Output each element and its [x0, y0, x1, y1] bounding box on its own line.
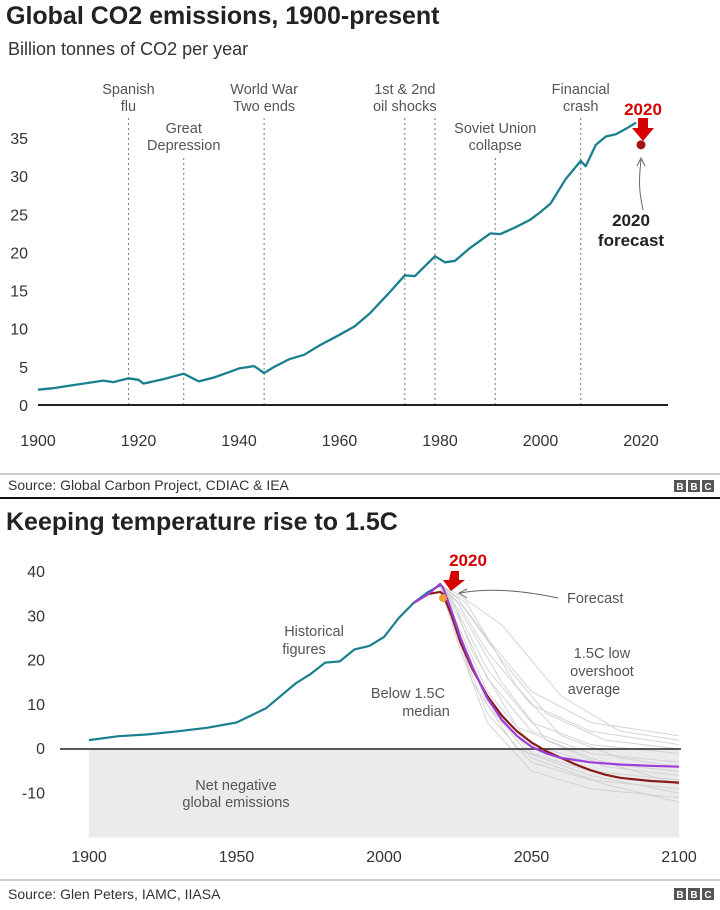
- scenario-line: [439, 584, 680, 741]
- y-tick-label: 20: [10, 245, 28, 262]
- event-label: Soviet Union: [454, 121, 536, 137]
- y-tick-label: 10: [10, 322, 28, 339]
- highlight-arrow: [443, 571, 465, 591]
- scenario-line: [439, 584, 680, 750]
- net-negative-label-line-1: Net negative: [195, 778, 276, 794]
- net-negative-band: [89, 749, 679, 838]
- historical-line: [88, 584, 441, 742]
- below-median-label-line-2: median: [402, 704, 450, 720]
- x-axis: 1900 1950 2000 2050 2100: [71, 849, 697, 866]
- forecast-label-line-2: forecast: [598, 231, 664, 250]
- chart2-source: Source: Glen Peters, IAMC, IIASA: [8, 886, 221, 902]
- y-tick-label: 5: [19, 360, 28, 377]
- forecast-pointer: [459, 589, 559, 599]
- x-tick-label: 1960: [322, 433, 358, 450]
- forecast-label-line-1: 2020: [612, 211, 650, 230]
- chart2-title: Keeping temperature rise to 1.5C: [6, 508, 398, 536]
- historical-emissions-line: [37, 121, 637, 391]
- forecast-point: [439, 594, 447, 603]
- y-axis: -10 0 10 20 30 40: [22, 564, 45, 802]
- svg-text:C: C: [704, 890, 711, 901]
- event-label: 1st & 2nd: [374, 82, 435, 98]
- x-tick-label: 1920: [121, 433, 157, 450]
- svg-text:B: B: [690, 482, 697, 493]
- x-axis: 1900 1920 1940 1960 1980 2000 2020: [20, 433, 659, 450]
- co2-chart: Global CO2 emissions, 1900-present Billi…: [0, 2, 720, 493]
- scenario-line: [439, 585, 680, 772]
- y-tick-label: -10: [22, 785, 45, 802]
- scenario-line: [439, 585, 680, 763]
- bbc-logo: B B C: [674, 888, 714, 901]
- x-tick-label: 2100: [661, 849, 697, 866]
- event-label: Spanish: [102, 82, 154, 98]
- low-overshoot-label-line-3: average: [568, 682, 620, 698]
- y-tick-label: 20: [27, 653, 45, 670]
- event-label: crash: [563, 99, 598, 115]
- scenario-line: [439, 584, 680, 768]
- y-tick-label: 40: [27, 564, 45, 581]
- x-tick-label: 1900: [71, 849, 107, 866]
- x-tick-label: 2000: [523, 433, 559, 450]
- historical-label-line-2: figures: [282, 642, 326, 658]
- x-tick-label: 2020: [623, 433, 659, 450]
- forecast-label: Forecast: [567, 591, 623, 607]
- pathway-chart: Keeping temperature rise to 1.5C -10 0 10 2…: [0, 508, 720, 902]
- event-label: Great: [166, 121, 202, 137]
- y-axis: 0 5 10 15 20 25 30 35: [10, 131, 28, 415]
- scenario-line: [439, 584, 680, 776]
- event-label: collapse: [469, 138, 522, 154]
- x-tick-label: 1950: [219, 849, 255, 866]
- y-tick-label: 15: [10, 284, 28, 301]
- highlight-2020-label: 2020: [624, 100, 662, 119]
- svg-text:B: B: [676, 890, 683, 901]
- historical-label-line-1: Historical: [284, 624, 344, 640]
- x-tick-label: 1980: [422, 433, 458, 450]
- highlight-arrow: [632, 118, 654, 141]
- forecast-point: [636, 140, 646, 150]
- y-tick-label: 25: [10, 207, 28, 224]
- forecast-pointer: [639, 159, 644, 211]
- svg-text:B: B: [690, 890, 697, 901]
- scenario-line: [439, 584, 680, 746]
- low-overshoot-average-line: [412, 590, 680, 784]
- event-label: Depression: [147, 138, 220, 154]
- y-tick-label: 10: [27, 697, 45, 714]
- y-tick-label: 0: [36, 741, 45, 758]
- svg-text:B: B: [676, 482, 683, 493]
- event-label: oil shocks: [373, 99, 437, 115]
- bbc-logo: B B C: [674, 480, 714, 493]
- scenario-line: [439, 585, 680, 799]
- scenario-line: [439, 584, 680, 737]
- event-label: Financial: [552, 82, 610, 98]
- below-median-line: [412, 582, 680, 768]
- net-negative-label-line-2: global emissions: [182, 795, 289, 811]
- event-label: flu: [121, 99, 136, 115]
- y-tick-label: 0: [19, 398, 28, 415]
- event-label: World War: [230, 82, 298, 98]
- chart1-subtitle: Billion tonnes of CO2 per year: [8, 39, 248, 59]
- x-tick-label: 1900: [20, 433, 56, 450]
- y-tick-label: 30: [10, 169, 28, 186]
- chart1-title: Global CO2 emissions, 1900-present: [6, 2, 440, 30]
- chart1-source: Source: Global Carbon Project, CDIAC & I…: [8, 477, 290, 493]
- event-label: Two ends: [233, 99, 295, 115]
- scenario-line: [439, 585, 680, 754]
- x-tick-label: 2050: [514, 849, 550, 866]
- highlight-2020-label: 2020: [449, 551, 487, 570]
- low-overshoot-label-line-1: 1.5C low: [574, 646, 631, 662]
- low-overshoot-label-line-2: overshoot: [570, 664, 634, 680]
- y-tick-label: 30: [27, 608, 45, 625]
- forecast-pointer-head: [636, 156, 646, 167]
- y-tick-label: 35: [10, 131, 28, 148]
- x-tick-label: 1940: [221, 433, 257, 450]
- below-median-label-line-1: Below 1.5C: [371, 686, 445, 702]
- forecast-pointer-head: [457, 588, 468, 599]
- x-tick-label: 2000: [366, 849, 402, 866]
- svg-text:C: C: [704, 482, 711, 493]
